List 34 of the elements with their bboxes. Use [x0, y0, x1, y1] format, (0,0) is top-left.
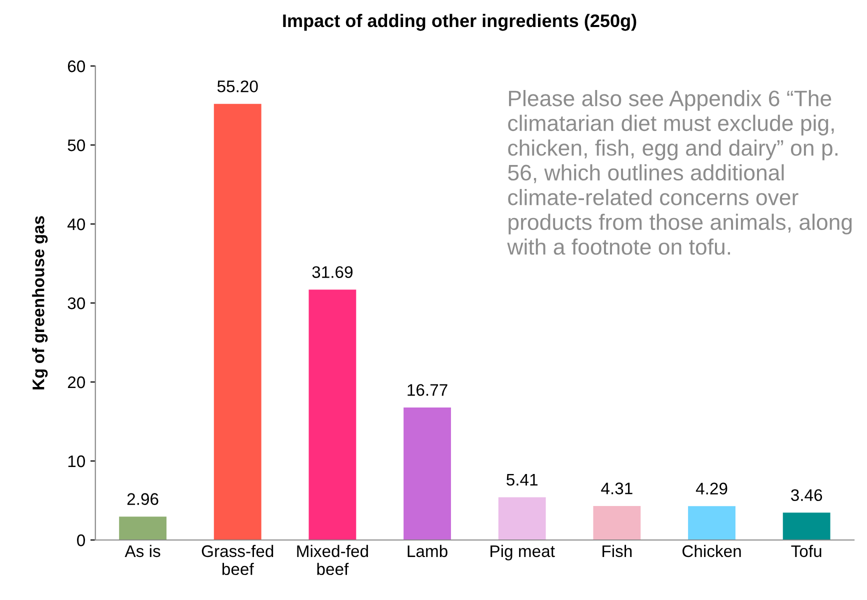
- x-tick-label: Tofu: [791, 544, 822, 558]
- data-label: 31.69: [312, 266, 353, 278]
- y-tick-label: 40: [67, 218, 85, 230]
- y-tick-label: 50: [68, 139, 85, 152]
- x-tick-label: Pig meat: [490, 544, 555, 560]
- data-label: 16.77: [408, 384, 448, 396]
- y-tick-label: 20: [68, 376, 85, 388]
- chart-title: Impact of adding other ingredients (250g): [283, 14, 636, 31]
- bar: [688, 506, 736, 540]
- bar: [214, 104, 262, 540]
- y-axis-title: Kg of greenhouse gas: [32, 216, 48, 390]
- data-label: 55.20: [217, 80, 258, 92]
- bar: [498, 497, 546, 540]
- x-tick-label: Chicken: [682, 544, 741, 558]
- data-label: 4.29: [696, 482, 728, 494]
- x-tick-label: Mixed-fed beef: [297, 544, 368, 576]
- bar: [404, 408, 451, 540]
- data-label: 4.31: [601, 482, 632, 494]
- data-label: 2.96: [127, 493, 158, 505]
- x-tick-label: Lamb: [408, 544, 448, 558]
- y-tick-label: 30: [68, 297, 85, 310]
- bar: [119, 516, 166, 540]
- y-tick-label: 60: [68, 60, 85, 72]
- y-tick-label: 0: [77, 534, 85, 546]
- bar: [782, 512, 830, 540]
- bar: [593, 506, 641, 540]
- bar: [308, 290, 356, 540]
- x-tick-label: As is: [124, 544, 160, 558]
- y-tick-label: 10: [68, 455, 85, 468]
- x-tick-label: Grass-fed beef: [202, 544, 274, 576]
- data-label: 3.46: [791, 489, 822, 502]
- x-tick-label: Fish: [602, 544, 632, 558]
- annotation: Please also see Appendix 6 “The climatarian diet must exclude pig, chicken, fish, egg and dairy” on p. 56, which outlines additional climate-related concerns over products from those animals, along with a footnote on tofu.: [507, 90, 852, 255]
- data-label: 5.41: [506, 474, 538, 486]
